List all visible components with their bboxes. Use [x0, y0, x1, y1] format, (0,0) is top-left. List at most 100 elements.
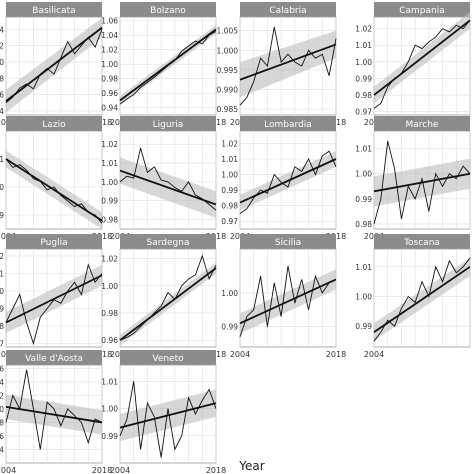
observed-line — [373, 257, 471, 342]
facet-strip — [120, 234, 216, 249]
facet-strip — [6, 116, 102, 131]
facet-strip — [6, 350, 102, 365]
y-tick-label: 1.01 — [0, 270, 4, 279]
y-tick-label: 1.02 — [0, 391, 4, 400]
y-tick-label: 0.98 — [101, 309, 118, 318]
facet-title: Lombardia — [264, 120, 312, 130]
x-tick-label: 2018 — [92, 466, 112, 474]
y-tick-label: 1.01 — [355, 263, 372, 272]
y-tick-label: 1.02 — [0, 252, 4, 261]
facet-title: Lazio — [42, 120, 66, 130]
y-tick-label: 1.00 — [0, 405, 4, 414]
trend-line — [119, 28, 217, 102]
x-tick-label: 2018 — [326, 350, 346, 359]
facet-panel: Valle d'Aosta 0.94 0.96 0.98 1.00 1.02 1.04 1.0… — [0, 350, 112, 474]
facet-strip — [6, 2, 102, 17]
y-tick-label: 1.00 — [355, 58, 372, 67]
x-tick-label: 2004 — [364, 350, 384, 359]
observed-line — [119, 147, 217, 211]
x-tick-label: 2018 — [206, 466, 226, 474]
y-tick-label: 0.96 — [0, 91, 4, 100]
facet-strip — [120, 350, 216, 365]
facet-title: Puglia — [40, 238, 67, 248]
x-tick-label: 2004 — [230, 350, 250, 359]
y-tick-label: 1.00 — [221, 171, 238, 180]
y-tick-label: 1.04 — [0, 378, 4, 387]
facet-panel: Lombardia0.970.980.991.001.011.022004201… — [221, 116, 346, 241]
y-tick-label: 1.01 — [101, 159, 118, 168]
y-tick-label: 0.94 — [0, 107, 4, 116]
y-tick-label: 1.01 — [355, 41, 372, 50]
facet-panel: Basilicata0.940.960.981.001.021.04200420… — [0, 2, 112, 127]
facet-strip — [240, 2, 336, 17]
y-tick-label: 1.00 — [101, 178, 118, 187]
facet-panel: Toscana 0.99 1.00 1.01 2004 — [355, 234, 471, 359]
observed-line — [119, 381, 217, 458]
y-tick-label: 1.02 — [221, 139, 238, 148]
y-tick-label: 1.02 — [101, 255, 118, 264]
y-tick-label: 0.99 — [355, 322, 372, 331]
y-tick-label: 0.97 — [221, 217, 238, 226]
y-tick-label: 1.04 — [101, 31, 118, 40]
y-tick-label: 1.01 — [221, 155, 238, 164]
y-tick-label: 0.98 — [0, 418, 4, 427]
y-tick-label: 0.98 — [0, 322, 4, 331]
facet-strip — [240, 116, 336, 131]
y-tick-label: 0.99 — [101, 432, 118, 441]
y-tick-label: 0.98 — [355, 220, 372, 229]
facet-strip — [120, 116, 216, 131]
y-tick-label: 0.94 — [0, 445, 4, 454]
y-tick-label: 0.99 — [355, 195, 372, 204]
observed-line — [239, 150, 337, 214]
trend-line — [373, 266, 471, 333]
y-tick-label: 1.00 — [221, 289, 238, 298]
facet-title: Marche — [406, 120, 439, 130]
y-tick-label: 0.985 — [217, 105, 239, 114]
x-axis-title: Year — [238, 459, 264, 473]
y-tick-label: 1.00 — [101, 282, 118, 291]
facet-title: Calabria — [269, 6, 306, 16]
facet-title: Bolzano — [150, 6, 186, 16]
observed-line — [119, 254, 217, 341]
facet-strip — [374, 2, 470, 17]
y-tick-label: 0.96 — [101, 89, 118, 98]
y-tick-label: 0.98 — [101, 75, 118, 84]
facet-panel: Calabria0.9850.9900.9951.0001.0052004201… — [217, 2, 346, 127]
y-tick-label: 1.005 — [217, 27, 239, 36]
facet-strip — [240, 234, 336, 249]
y-tick-label: 0.98 — [221, 202, 238, 211]
observed-line — [5, 263, 103, 346]
observed-line — [373, 20, 471, 109]
trend-line — [119, 169, 217, 206]
y-tick-label: 1.00 — [355, 293, 372, 302]
y-tick-label: 0.99 — [0, 211, 4, 220]
facet-title: Veneto — [152, 354, 184, 364]
facet-title: Valle d'Aosta — [25, 354, 83, 364]
y-tick-label: 0.98 — [355, 91, 372, 100]
y-tick-label: 1.00 — [355, 170, 372, 179]
facet-strip — [374, 116, 470, 131]
y-tick-label: 0.94 — [101, 104, 118, 113]
y-tick-label: 1.02 — [355, 25, 372, 34]
confidence-band — [240, 30, 336, 98]
facet-panel: Bolzano0.940.960.981.001.021.041.0620042… — [101, 2, 226, 127]
facet-title: Basilicata — [32, 6, 75, 16]
facet-panel: Veneto 0.99 1.00 1.01 2004 2018 — [101, 350, 226, 474]
y-tick-label: 1.00 — [0, 183, 4, 192]
facet-title: Liguria — [153, 120, 184, 130]
y-tick-label: 1.06 — [101, 17, 118, 26]
y-tick-label: 1.00 — [101, 405, 118, 414]
observed-line — [239, 265, 337, 338]
x-tick-label: 2004 — [0, 466, 16, 474]
observed-line — [119, 31, 217, 105]
y-tick-label: 0.98 — [101, 216, 118, 225]
y-tick-label: 1.02 — [101, 140, 118, 149]
y-tick-label: 0.98 — [0, 74, 4, 83]
observed-line — [5, 29, 103, 104]
facet-title: Sicilia — [275, 238, 301, 248]
